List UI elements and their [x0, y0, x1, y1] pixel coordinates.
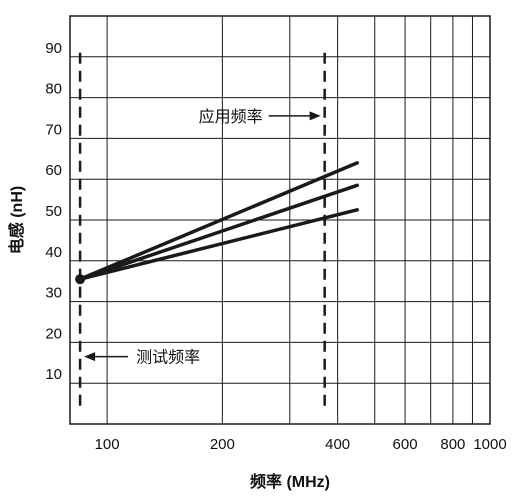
- grid: [70, 16, 491, 424]
- y-tick-label: 70: [45, 121, 62, 138]
- x-tick-label: 200: [210, 436, 235, 453]
- x-tick-label: 400: [325, 436, 350, 453]
- tick-labels: 10 20 30 40 50 60 70 80 90 100 200 400 600 800 1000: [45, 40, 506, 453]
- annotation-label: 测试频率: [136, 349, 200, 367]
- series-line: [78, 208, 359, 281]
- series-line: [78, 161, 359, 281]
- y-tick-label: 40: [45, 244, 62, 261]
- x-axis-label: 频率 (MHz): [250, 472, 330, 491]
- y-axis-label: 电感 (nH): [7, 186, 26, 254]
- plot-frame: [69, 15, 491, 425]
- vertical-markers: [78, 52, 326, 412]
- x-tick-label: 600: [393, 436, 418, 453]
- series-lines: [75, 161, 359, 285]
- x-tick-label: 800: [440, 436, 465, 453]
- y-tick-label: 20: [45, 325, 62, 342]
- y-tick-label: 30: [45, 285, 62, 302]
- y-tick-label: 90: [45, 40, 62, 57]
- x-tick-label: 1000: [473, 436, 506, 453]
- y-tick-label: 80: [45, 81, 62, 98]
- y-tick-label: 50: [45, 203, 62, 220]
- start-point: [75, 274, 86, 285]
- annotation-arrowhead: [84, 352, 96, 362]
- y-tick-label: 60: [45, 162, 62, 179]
- annotation-label: 应用频率: [199, 107, 263, 126]
- x-tick-label: 100: [95, 436, 120, 453]
- series-line: [78, 183, 359, 281]
- y-tick-label: 10: [45, 366, 62, 383]
- annotation-arrowhead: [309, 111, 321, 121]
